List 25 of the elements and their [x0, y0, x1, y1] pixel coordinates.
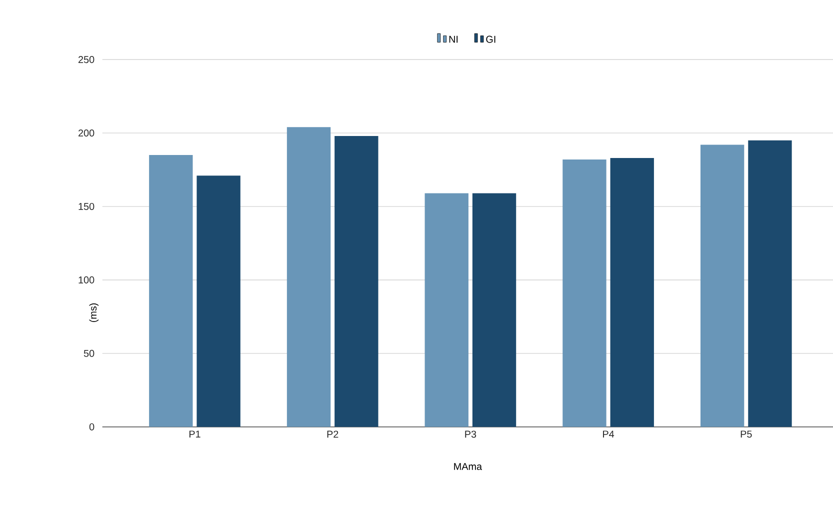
y-tick-label: 200 — [78, 129, 94, 136]
legend-label: GI — [486, 36, 496, 43]
bar — [334, 136, 378, 427]
bar — [149, 154, 193, 427]
x-tick-label: P4 — [603, 430, 614, 438]
x-axis-title: MAma — [454, 462, 482, 470]
bar — [424, 193, 468, 427]
bar — [748, 140, 792, 427]
y-tick-label: 250 — [78, 56, 94, 63]
x-tick-label: P2 — [327, 430, 338, 438]
bar — [472, 193, 516, 427]
y-axis-title: (ms) — [89, 303, 99, 322]
x-tick-label: P5 — [740, 430, 752, 438]
y-tick-label: 0 — [89, 423, 94, 430]
bar — [610, 158, 654, 427]
bar — [196, 175, 240, 427]
y-tick-label: 50 — [84, 350, 94, 357]
bar — [286, 127, 331, 427]
legend-label: NI — [449, 36, 458, 43]
y-tick-label: 150 — [78, 202, 94, 210]
bar — [562, 159, 606, 427]
x-tick-label: P1 — [189, 430, 200, 438]
x-tick-label: P3 — [465, 430, 476, 438]
y-tick-label: 100 — [78, 276, 94, 284]
bar — [700, 144, 744, 427]
